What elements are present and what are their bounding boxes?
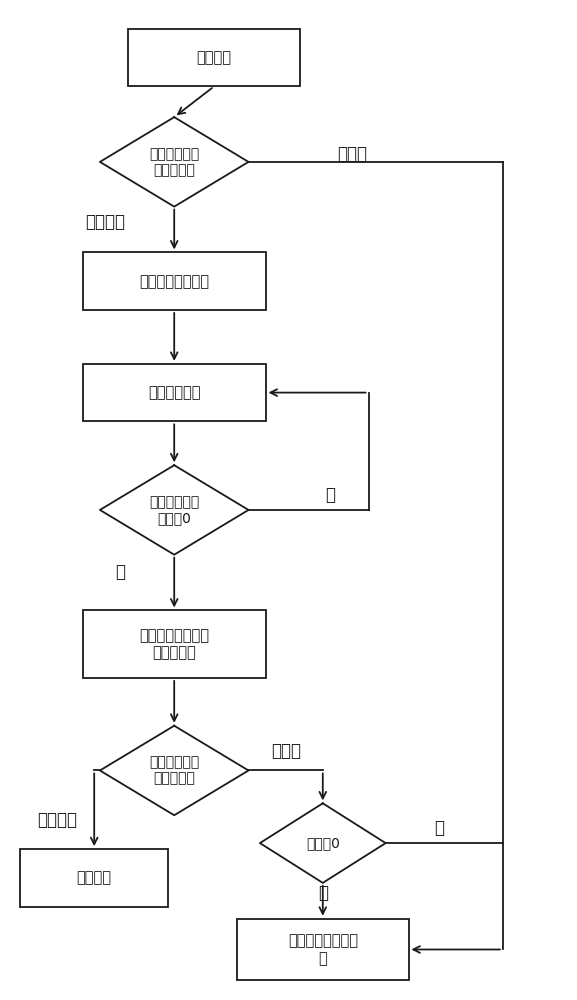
Text: 正常范围: 正常范围 — [37, 811, 77, 829]
Text: 否: 否 — [318, 884, 328, 902]
Bar — [237, 919, 409, 980]
Text: 系统启动: 系统启动 — [197, 50, 232, 65]
Text: 发出断开命令: 发出断开命令 — [148, 385, 200, 400]
Polygon shape — [100, 726, 249, 815]
Bar — [83, 364, 265, 421]
Bar — [20, 849, 168, 907]
Text: 正常范围: 正常范围 — [85, 213, 126, 231]
Text: 充电故障，断开开
关: 充电故障，断开开 关 — [288, 933, 358, 966]
Bar — [83, 252, 265, 310]
Text: 功率检测与正
常范围比较: 功率检测与正 常范围比较 — [149, 755, 199, 786]
Text: 是否为0: 是否为0 — [306, 836, 340, 850]
Text: 功率检测与正
常范围比较: 功率检测与正 常范围比较 — [149, 147, 199, 177]
Bar — [83, 610, 265, 678]
Text: 是: 是 — [434, 819, 444, 837]
Text: 不正常: 不正常 — [271, 742, 301, 760]
Bar — [129, 29, 300, 86]
Polygon shape — [100, 117, 249, 207]
Polygon shape — [100, 465, 249, 555]
Text: 已断开，发出另一
路闭合命令: 已断开，发出另一 路闭合命令 — [139, 628, 209, 660]
Polygon shape — [260, 803, 385, 883]
Text: 正常工作: 正常工作 — [77, 870, 112, 885]
Text: 是: 是 — [115, 563, 126, 581]
Text: 不正常: 不正常 — [337, 145, 367, 163]
Text: 功率检测此路
是否为0: 功率检测此路 是否为0 — [149, 495, 199, 525]
Text: 用户发出切换命令: 用户发出切换命令 — [139, 274, 209, 289]
Text: 否: 否 — [325, 486, 336, 504]
